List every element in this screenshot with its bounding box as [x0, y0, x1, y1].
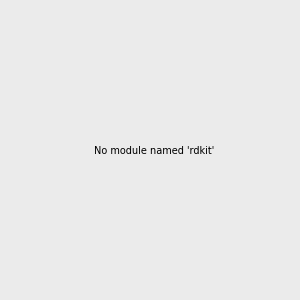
Text: No module named 'rdkit': No module named 'rdkit'	[94, 146, 214, 157]
